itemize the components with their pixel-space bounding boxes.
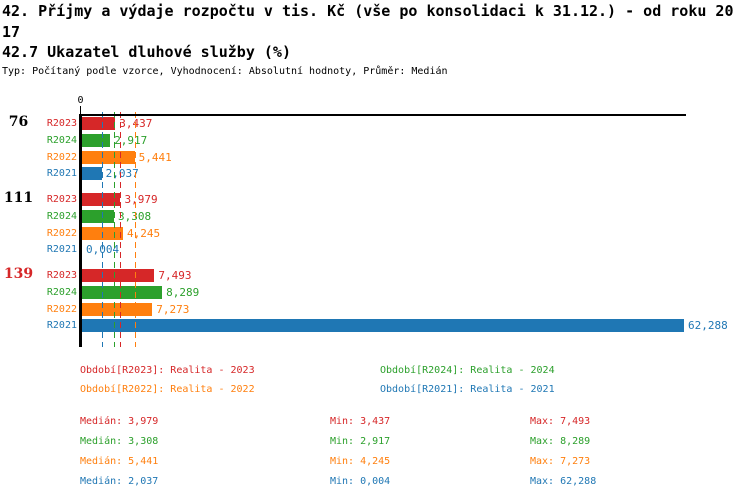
bar-value-label-R2024-111: 3,308 xyxy=(118,210,151,223)
stat-max-R2022: Max: 7,273 xyxy=(530,456,591,467)
stat-max-R2021: Max: 62,288 xyxy=(530,476,597,487)
median-line-R2021 xyxy=(101,112,103,347)
stat-max-R2023: Max: 7,493 xyxy=(530,416,591,427)
legend-item-R2023: Období[R2023]: Realita - 2023 xyxy=(80,365,255,376)
axis-zero-label: 0 xyxy=(77,95,84,106)
median-line-R2022 xyxy=(134,112,136,347)
bar-value-label-R2024-139: 8,289 xyxy=(166,285,200,299)
bar-row-label-R2022: R2022 xyxy=(46,151,77,163)
legend-item-R2024: Období[R2024]: Realita - 2024 xyxy=(380,365,555,376)
bar-value-label-R2023-139: 7,493 xyxy=(158,269,192,282)
chart-meta-line: Typ: Počítaný podle vzorce, Vyhodnocení:… xyxy=(2,66,448,77)
bar-value-label-R2021-139: 62,288 xyxy=(688,319,728,333)
axis-zero-tick xyxy=(80,106,81,114)
stat-min-R2022: Min: 4,245 xyxy=(330,456,391,467)
bar-R2023-139 xyxy=(82,269,155,282)
bar-R2021-76 xyxy=(82,167,102,181)
x-axis-line xyxy=(79,114,686,116)
bar-row-label-R2023: R2023 xyxy=(46,118,77,129)
stat-median-R2022: Medián: 5,441 xyxy=(80,456,159,467)
median-line-R2024 xyxy=(113,112,115,347)
stat-min-R2024: Min: 2,917 xyxy=(330,436,391,447)
bar-value-label-R2024-76: 2,917 xyxy=(114,133,148,147)
bar-R2021-139 xyxy=(82,319,684,333)
bar-value-label-R2023-76: 3,437 xyxy=(119,117,153,130)
section-title: 42.7 Ukazatel dluhové služby (%) xyxy=(2,43,291,61)
page-title-line1: 42. Příjmy a výdaje rozpočtu v tis. Kč (… xyxy=(2,2,734,20)
bar-value-label-R2021-76: 2,037 xyxy=(105,167,139,181)
stat-median-R2024: Medián: 3,308 xyxy=(80,436,159,447)
bar-R2022-139 xyxy=(82,302,153,316)
bar-R2024-139 xyxy=(82,285,163,299)
bar-R2022-76 xyxy=(82,150,135,164)
bar-row-label-R2023: R2023 xyxy=(46,194,77,205)
bar-value-label-R2022-139: 7,273 xyxy=(156,302,190,316)
bar-row-label-R2022: R2022 xyxy=(46,303,77,315)
bar-value-label-R2022-76: 5,441 xyxy=(138,150,172,164)
legend-item-R2021: Období[R2021]: Realita - 2021 xyxy=(380,384,555,395)
bar-row-label-R2021: R2021 xyxy=(46,244,77,256)
category-label-139: 139 xyxy=(3,266,34,282)
bar-R2023-76 xyxy=(82,117,116,130)
page-title-line2: 17 xyxy=(2,23,21,41)
stat-max-R2024: Max: 8,289 xyxy=(530,436,591,447)
bar-row-label-R2024: R2024 xyxy=(46,286,77,298)
bar-row-label-R2023: R2023 xyxy=(46,270,77,281)
stat-min-R2021: Min: 0,004 xyxy=(330,476,391,487)
bar-R2023-111 xyxy=(82,193,121,206)
bar-R2024-111 xyxy=(82,209,114,223)
stat-median-R2023: Medián: 3,979 xyxy=(80,416,159,427)
bar-row-label-R2021: R2021 xyxy=(46,320,77,332)
y-axis-line xyxy=(79,114,82,347)
category-label-76: 76 xyxy=(8,114,29,130)
bar-row-label-R2024: R2024 xyxy=(46,210,77,222)
stat-median-R2021: Medián: 2,037 xyxy=(80,476,159,487)
category-label-111: 111 xyxy=(3,190,34,206)
bar-value-label-R2022-111: 4,245 xyxy=(127,226,161,240)
bar-row-label-R2024: R2024 xyxy=(46,134,77,146)
bar-row-label-R2022: R2022 xyxy=(46,227,77,239)
bar-R2024-76 xyxy=(82,133,111,147)
bar-row-label-R2021: R2021 xyxy=(46,168,77,180)
legend-item-R2022: Období[R2022]: Realita - 2022 xyxy=(80,384,255,395)
median-line-R2023 xyxy=(120,112,122,347)
stat-min-R2023: Min: 3,437 xyxy=(330,416,391,427)
bar-value-label-R2023-111: 3,979 xyxy=(124,193,158,206)
